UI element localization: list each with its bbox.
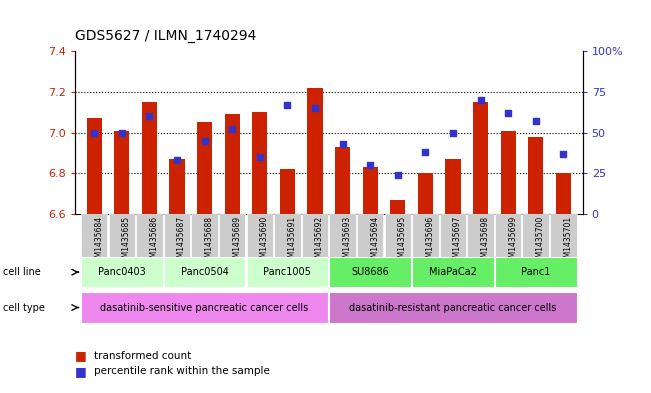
Text: GSM1435687: GSM1435687 bbox=[177, 216, 186, 267]
Point bbox=[531, 118, 541, 124]
Text: GSM1435686: GSM1435686 bbox=[149, 216, 158, 267]
Text: GSM1435692: GSM1435692 bbox=[315, 216, 324, 267]
Text: GSM1435691: GSM1435691 bbox=[287, 216, 296, 267]
Text: GSM1435689: GSM1435689 bbox=[232, 216, 241, 267]
Text: ■: ■ bbox=[75, 365, 87, 378]
Text: GSM1435690: GSM1435690 bbox=[260, 216, 269, 267]
Text: percentile rank within the sample: percentile rank within the sample bbox=[94, 366, 270, 376]
Point bbox=[337, 141, 348, 147]
Bar bbox=[81, 292, 328, 323]
Text: dasatinib-sensitive pancreatic cancer cells: dasatinib-sensitive pancreatic cancer ce… bbox=[100, 303, 309, 312]
Bar bbox=[87, 118, 102, 214]
Bar bbox=[335, 147, 350, 214]
Bar bbox=[528, 137, 544, 214]
Point bbox=[448, 129, 458, 136]
Bar bbox=[418, 173, 433, 214]
Bar bbox=[164, 257, 245, 287]
Point bbox=[420, 149, 430, 155]
Bar bbox=[191, 214, 218, 277]
Bar bbox=[136, 214, 163, 277]
Point bbox=[365, 162, 376, 168]
Bar bbox=[109, 214, 135, 277]
Text: GSM1435693: GSM1435693 bbox=[342, 216, 352, 267]
Bar bbox=[81, 214, 107, 277]
Bar bbox=[114, 130, 130, 214]
Bar bbox=[252, 112, 268, 214]
Point bbox=[310, 105, 320, 111]
Text: GSM1435688: GSM1435688 bbox=[204, 216, 214, 267]
Bar bbox=[301, 214, 328, 277]
Bar bbox=[385, 214, 411, 277]
Bar bbox=[247, 257, 328, 287]
Point bbox=[89, 129, 100, 136]
Point bbox=[172, 157, 182, 163]
Bar bbox=[169, 159, 185, 214]
Text: dasatinib-resistant pancreatic cancer cells: dasatinib-resistant pancreatic cancer ce… bbox=[349, 303, 557, 312]
Text: GSM1435698: GSM1435698 bbox=[480, 216, 490, 267]
Text: MiaPaCa2: MiaPaCa2 bbox=[429, 267, 477, 277]
Text: GSM1435697: GSM1435697 bbox=[453, 216, 462, 267]
Bar bbox=[164, 214, 190, 277]
Text: GSM1435685: GSM1435685 bbox=[122, 216, 131, 267]
Text: GDS5627 / ILMN_1740294: GDS5627 / ILMN_1740294 bbox=[75, 29, 256, 43]
Bar bbox=[197, 123, 212, 214]
Bar bbox=[329, 214, 356, 277]
Text: GSM1435694: GSM1435694 bbox=[370, 216, 379, 267]
Bar bbox=[329, 292, 577, 323]
Bar bbox=[357, 214, 383, 277]
Bar bbox=[329, 257, 411, 287]
Bar bbox=[142, 102, 157, 214]
Bar bbox=[523, 214, 549, 277]
Text: SU8686: SU8686 bbox=[352, 267, 389, 277]
Bar bbox=[225, 114, 240, 214]
Bar bbox=[467, 214, 494, 277]
Point bbox=[255, 154, 265, 160]
Text: Panc1: Panc1 bbox=[521, 267, 550, 277]
Bar bbox=[550, 214, 577, 277]
Bar bbox=[390, 200, 406, 214]
Text: transformed count: transformed count bbox=[94, 351, 191, 361]
Point bbox=[475, 97, 486, 103]
Point bbox=[393, 172, 403, 178]
Bar bbox=[473, 102, 488, 214]
Point bbox=[503, 110, 514, 116]
Bar bbox=[307, 88, 322, 214]
Text: Panc0504: Panc0504 bbox=[180, 267, 229, 277]
Bar bbox=[219, 214, 245, 277]
Bar bbox=[495, 257, 577, 287]
Bar bbox=[412, 257, 494, 287]
Point bbox=[199, 138, 210, 144]
Point bbox=[227, 126, 238, 132]
Bar bbox=[363, 167, 378, 214]
Point bbox=[558, 151, 568, 157]
Text: GSM1435701: GSM1435701 bbox=[563, 216, 572, 267]
Text: GSM1435695: GSM1435695 bbox=[398, 216, 407, 267]
Text: cell type: cell type bbox=[3, 303, 45, 312]
Bar bbox=[556, 173, 571, 214]
Bar bbox=[280, 169, 295, 214]
Bar bbox=[439, 214, 466, 277]
Bar bbox=[274, 214, 301, 277]
Bar bbox=[81, 257, 163, 287]
Bar bbox=[495, 214, 521, 277]
Text: GSM1435684: GSM1435684 bbox=[94, 216, 103, 267]
Text: GSM1435696: GSM1435696 bbox=[425, 216, 434, 267]
Bar bbox=[247, 214, 273, 277]
Text: cell line: cell line bbox=[3, 267, 41, 277]
Point bbox=[144, 113, 154, 119]
Bar bbox=[412, 214, 439, 277]
Text: GSM1435699: GSM1435699 bbox=[508, 216, 517, 267]
Text: ■: ■ bbox=[75, 349, 87, 362]
Bar bbox=[501, 130, 516, 214]
Bar bbox=[445, 159, 460, 214]
Text: Panc1005: Panc1005 bbox=[264, 267, 311, 277]
Point bbox=[117, 129, 127, 136]
Text: Panc0403: Panc0403 bbox=[98, 267, 146, 277]
Text: GSM1435700: GSM1435700 bbox=[536, 216, 545, 267]
Point bbox=[282, 102, 292, 108]
